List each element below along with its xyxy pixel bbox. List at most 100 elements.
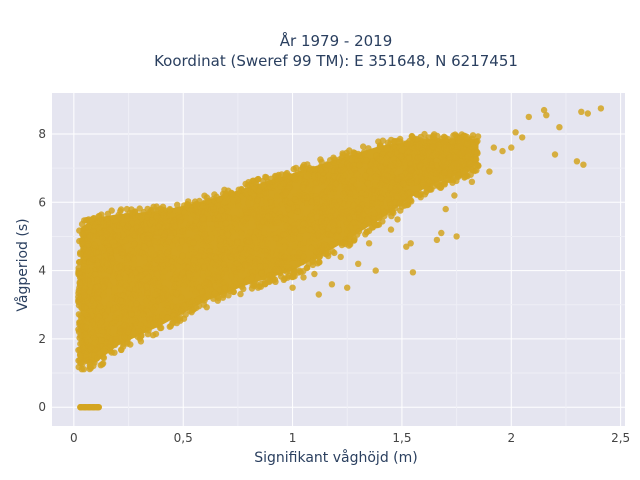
- y-axis-label: Vågperiod (s): [14, 218, 31, 311]
- data-point: [291, 196, 298, 203]
- data-point: [81, 292, 88, 299]
- data-point-outlier: [337, 253, 344, 261]
- data-point: [78, 315, 85, 322]
- data-point: [176, 280, 183, 288]
- data-point-outlier: [328, 281, 336, 288]
- data-point: [242, 206, 249, 213]
- data-point: [98, 337, 105, 344]
- data-point-outlier: [508, 144, 515, 151]
- data-point: [308, 187, 316, 194]
- data-point: [117, 245, 124, 253]
- data-point: [294, 170, 301, 177]
- data-point-outlier: [365, 240, 373, 247]
- data-point-outlier: [372, 267, 379, 274]
- data-point: [137, 338, 145, 345]
- data-point: [343, 218, 350, 226]
- data-point: [159, 311, 166, 319]
- data-point: [233, 280, 240, 288]
- data-point: [108, 207, 115, 214]
- data-point: [330, 226, 337, 234]
- y-tick-label: 4: [38, 264, 46, 278]
- data-point: [373, 152, 380, 159]
- data-point: [280, 180, 288, 187]
- data-point: [253, 245, 260, 252]
- data-point: [121, 334, 128, 341]
- data-point: [346, 224, 354, 231]
- data-point: [282, 189, 290, 196]
- data-point: [244, 182, 251, 190]
- data-point: [222, 269, 230, 276]
- data-point: [398, 147, 406, 154]
- data-point: [438, 153, 445, 161]
- data-point-outlier: [315, 291, 322, 298]
- data-point: [425, 134, 432, 141]
- data-point: [474, 137, 481, 145]
- data-point: [411, 144, 418, 152]
- data-point: [207, 252, 214, 259]
- data-point: [408, 179, 415, 187]
- data-point: [266, 254, 273, 261]
- data-point: [283, 222, 290, 230]
- data-point: [152, 265, 159, 273]
- data-point: [385, 196, 392, 203]
- data-point: [89, 329, 97, 336]
- data-point: [256, 187, 263, 194]
- data-point: [217, 237, 224, 245]
- data-point: [252, 238, 259, 245]
- data-point: [440, 162, 448, 169]
- data-point: [250, 209, 257, 217]
- data-point: [340, 239, 347, 247]
- data-point: [200, 295, 207, 302]
- data-point: [150, 307, 157, 314]
- data-point: [406, 196, 413, 204]
- data-point: [166, 205, 174, 213]
- data-point: [323, 188, 331, 195]
- data-point: [311, 180, 319, 188]
- data-point: [262, 190, 270, 197]
- data-point: [121, 322, 128, 329]
- data-point: [88, 344, 95, 351]
- data-point: [372, 181, 379, 189]
- data-point: [179, 252, 186, 260]
- data-point: [194, 234, 201, 241]
- data-point: [184, 237, 192, 244]
- data-point: [367, 162, 374, 169]
- data-point: [75, 264, 82, 272]
- data-point: [151, 238, 158, 245]
- data-point: [178, 294, 185, 301]
- data-point-outlier: [453, 233, 460, 240]
- data-point-outlier: [573, 158, 581, 165]
- data-point: [100, 329, 107, 336]
- data-point: [85, 223, 92, 231]
- data-point: [452, 131, 459, 138]
- data-point: [235, 202, 242, 210]
- data-point: [94, 261, 101, 269]
- data-point: [273, 216, 281, 223]
- data-point: [170, 219, 177, 227]
- data-point: [146, 315, 153, 323]
- data-point: [362, 157, 370, 164]
- data-point-outlier: [519, 134, 526, 141]
- data-point: [286, 246, 293, 254]
- data-point: [130, 261, 138, 268]
- data-point: [349, 177, 357, 185]
- data-point: [194, 296, 201, 303]
- data-point: [167, 230, 174, 237]
- data-point: [142, 265, 149, 272]
- data-point: [201, 231, 208, 238]
- data-point: [379, 190, 386, 197]
- data-point: [316, 166, 324, 174]
- data-point: [296, 267, 303, 274]
- data-point: [87, 281, 94, 288]
- data-point: [395, 160, 402, 167]
- data-point: [278, 260, 285, 267]
- data-point: [102, 311, 109, 319]
- data-point: [247, 254, 254, 261]
- data-point: [211, 289, 219, 297]
- y-tick-label: 8: [38, 127, 46, 141]
- data-point: [245, 199, 252, 207]
- data-point: [295, 192, 303, 199]
- data-point: [134, 333, 141, 340]
- data-point: [173, 304, 180, 311]
